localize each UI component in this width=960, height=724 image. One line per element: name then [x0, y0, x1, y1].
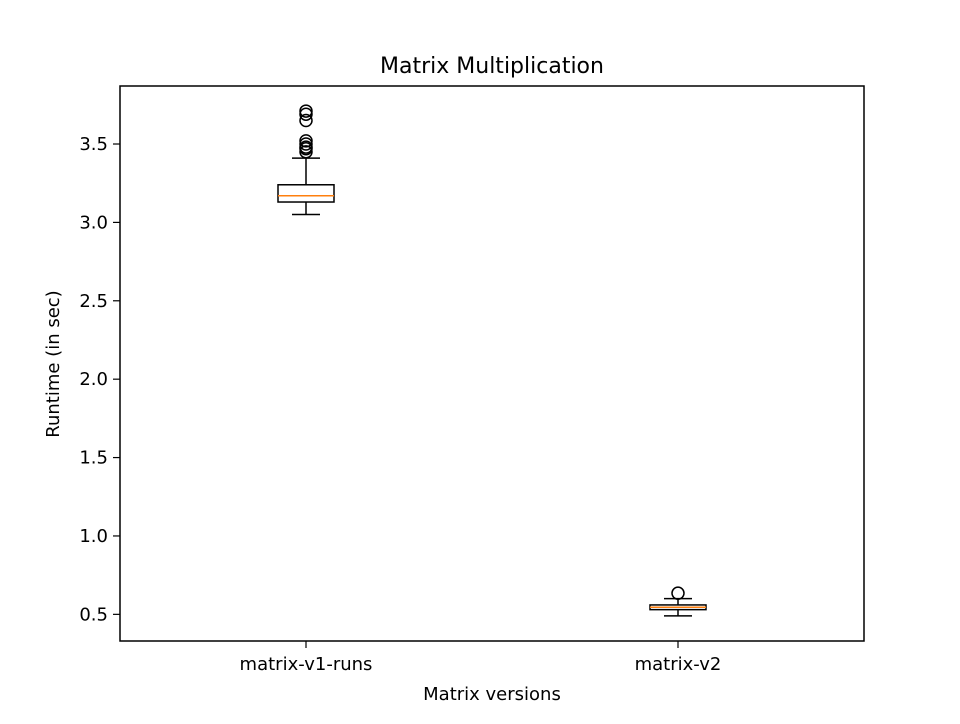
chart-title: Matrix Multiplication	[380, 54, 604, 79]
y-tick-label: 1.5	[79, 448, 108, 469]
outlier-point	[671, 586, 685, 600]
outlier-point	[299, 113, 313, 128]
outlier-point	[299, 137, 313, 151]
outlier-point	[299, 145, 313, 159]
x-axis-label: Matrix versions	[423, 684, 561, 705]
boxes-group	[277, 104, 707, 617]
outlier-point	[299, 104, 313, 118]
outlier-point	[299, 140, 313, 154]
x-axis: matrix-v1-runs matrix-v2	[240, 641, 722, 675]
outlier-point	[299, 107, 313, 121]
y-axis: 0.5 1.0 1.5 2.0 2.5 3.0 3.5	[79, 134, 120, 625]
y-tick-label: 3.0	[79, 212, 108, 233]
y-tick-label: 3.5	[79, 134, 108, 155]
plot-frame	[119, 85, 865, 642]
box-matrix-v2	[649, 586, 707, 617]
outlier-point	[299, 134, 313, 148]
y-axis-label: Runtime (in sec)	[43, 290, 64, 437]
x-tick-label: matrix-v1-runs	[240, 654, 373, 675]
x-tick-label: matrix-v2	[635, 654, 722, 675]
iqr-box	[277, 184, 335, 203]
y-tick-label: 1.0	[79, 526, 108, 547]
y-tick-label: 2.0	[79, 369, 108, 390]
y-tick-label: 0.5	[79, 604, 108, 625]
box-matrix-v1-runs	[277, 104, 335, 216]
y-tick-label: 2.5	[79, 291, 108, 312]
